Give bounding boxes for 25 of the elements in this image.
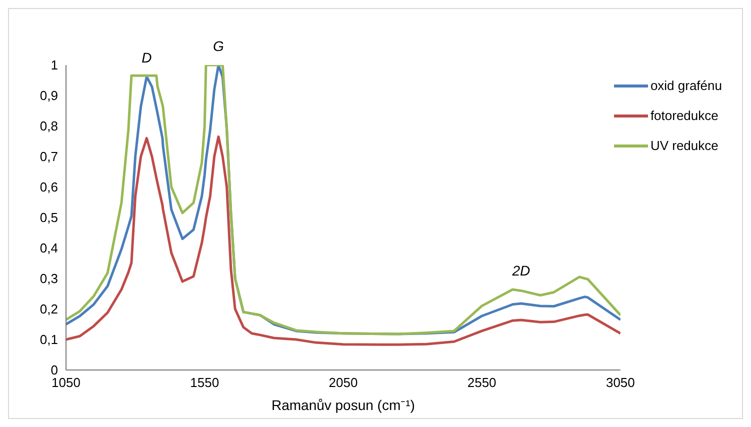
y-tick-label: 0,3 — [40, 271, 58, 286]
y-tick-label: 1 — [50, 58, 58, 73]
annotation: D — [142, 50, 152, 66]
y-tick-label: 0,7 — [40, 149, 58, 164]
y-tick-label: 0,8 — [40, 118, 58, 134]
legend-label: UV redukce — [650, 137, 718, 155]
line-series — [66, 65, 620, 336]
annotation: G — [213, 38, 224, 54]
x-tick-label: 2050 — [328, 375, 358, 390]
y-tick-label: 0,6 — [40, 180, 58, 195]
legend-label: fotoredukce — [650, 107, 718, 125]
legend-label: oxid grafénu — [650, 77, 722, 95]
x-tick-label: 1050 — [52, 375, 80, 390]
y-tick-label: 0,5 — [40, 210, 58, 226]
line-series — [66, 135, 620, 346]
x-axis-title: Ramanův posun (cm⁻¹) — [271, 397, 415, 413]
y-tick-label: 0,1 — [40, 332, 58, 348]
y-tick-label: 0 — [50, 362, 58, 378]
y-tick-label: 0,9 — [40, 88, 58, 104]
x-tick-label: 3050 — [606, 375, 635, 390]
y-tick-label: 0,2 — [40, 302, 58, 317]
x-tick-label: 1550 — [190, 375, 220, 390]
y-tick-label: 0,4 — [40, 240, 58, 256]
x-tick-label: 2550 — [467, 375, 496, 390]
annotation: 2D — [511, 262, 530, 278]
